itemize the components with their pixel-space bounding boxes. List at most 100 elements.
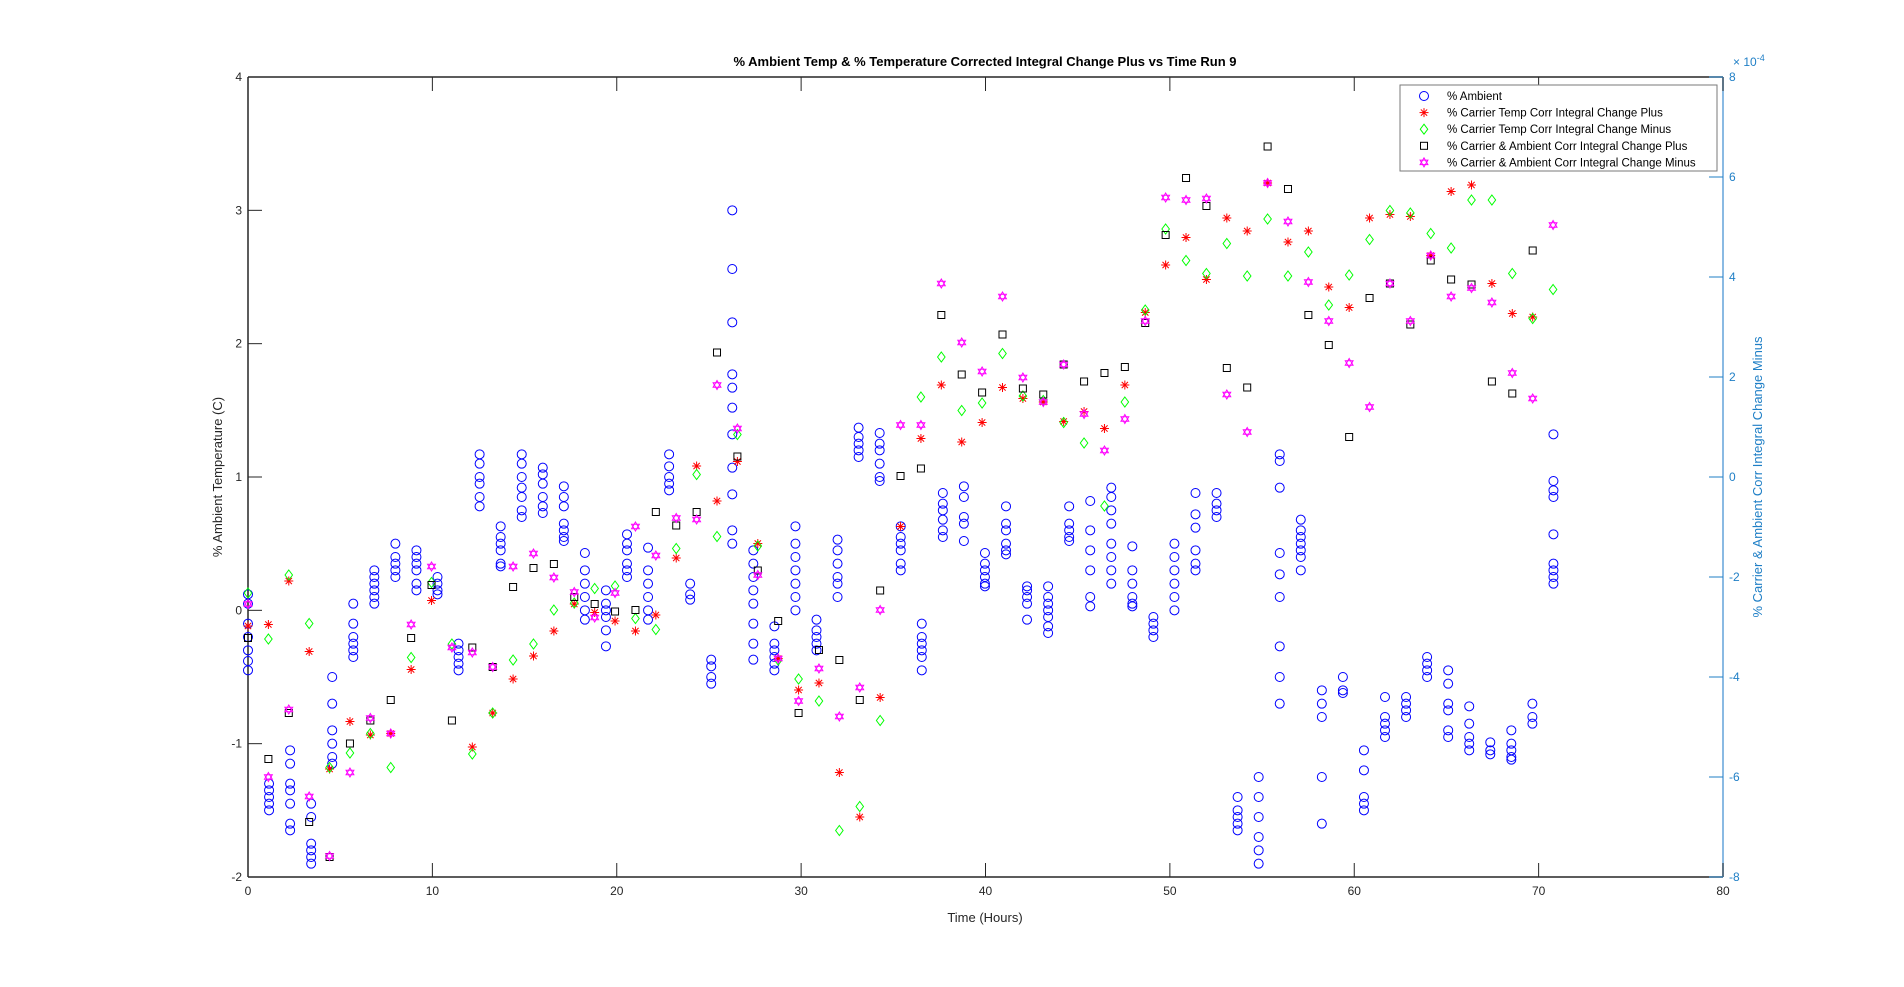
data-point [748,638,759,649]
data-point [832,578,843,589]
data-point [1422,672,1433,682]
circle-marker [1358,798,1369,809]
data-point [937,532,948,542]
circle-marker [327,725,338,736]
hexagram-triangle-down [385,730,396,739]
star-stroke [958,438,966,446]
exponent-power: -4 [1757,53,1765,63]
circle-marker [769,645,780,656]
data-point [1337,688,1348,698]
diamond-marker [508,654,518,666]
data-point [1295,532,1306,542]
circle-marker [1232,825,1243,836]
data-point [790,565,801,576]
data-point [1304,246,1313,258]
hexagram-triangle-down [1120,416,1130,425]
data-point [1464,738,1475,749]
data-point [748,545,759,556]
hexagram-triangle-up [916,419,926,428]
data-point [1548,476,1559,486]
data-point [664,472,675,482]
hexagram-triangle-down [1283,218,1293,227]
star-stroke [244,622,252,630]
data-point [264,798,275,809]
data-point [1202,267,1211,280]
circle-marker [664,485,675,496]
diamond-marker [916,391,926,403]
data-point [1485,745,1496,756]
hexagram-triangle-down [1222,391,1232,400]
hexagram-triangle-up [854,682,865,691]
circle-marker [1106,492,1117,502]
circle-marker [1401,692,1412,702]
data-point [874,458,885,469]
data-point [1365,294,1374,302]
circle-marker [769,652,780,662]
data-point [1043,621,1054,632]
circle-marker [1148,618,1159,629]
circle-marker [1064,518,1075,529]
hexagram-triangle-up [1548,219,1558,228]
star-stroke [407,665,415,674]
circle-marker [348,652,359,662]
data-point [835,656,844,664]
data-point [306,812,317,822]
circle-marker [495,532,506,542]
legend-marker-star [1419,108,1429,118]
data-point [671,553,681,563]
data-point [1085,601,1096,612]
data-point [706,661,717,672]
diamond-marker [1548,283,1558,296]
data-point [727,462,738,473]
data-point [348,638,359,649]
x-tick-label: 30 [794,884,808,898]
circle-marker [727,205,738,216]
circle-marker [979,581,990,592]
circle-marker [1106,552,1117,562]
data-point [979,558,990,569]
data-point [348,598,359,609]
star-stroke [998,383,1007,392]
data-point [997,291,1008,302]
data-point [1079,437,1089,449]
circle-marker [1043,628,1054,638]
data-point [509,583,518,591]
data-point [516,492,527,502]
hexagram-triangle-up [814,663,824,672]
circle-marker [1295,565,1306,576]
circle-marker [1232,805,1243,816]
circle-marker [853,445,864,456]
data-point [1548,283,1558,296]
data-point [853,452,864,462]
data-point [630,626,640,636]
circle-marker [1527,718,1538,729]
circle-marker [811,632,822,642]
hexagram-triangle-up [1140,315,1151,324]
circle-marker [390,538,401,549]
diamond-marker [427,576,436,589]
diamond-marker [1038,394,1048,407]
hexagram-triangle-up [1058,359,1069,368]
data-point [875,714,885,727]
diamond-marker [1079,437,1089,449]
data-point [1064,518,1075,529]
square-marker [509,583,518,591]
star-stroke [550,627,558,635]
circle-marker [432,589,443,600]
data-point [769,645,780,656]
diamond-marker [875,714,885,727]
star-stroke [509,675,517,683]
data-point [671,542,681,555]
data-point [1380,725,1391,736]
square-marker [611,607,620,616]
data-point [916,618,927,629]
square-marker [1487,377,1496,386]
hexagram-triangle-down [1425,252,1436,261]
circle-marker [558,518,569,529]
data-point [558,501,569,512]
data-point [467,742,477,752]
data-point [916,665,927,676]
circle-marker [1401,712,1412,722]
data-point [1548,429,1559,440]
data-point [1001,525,1012,536]
